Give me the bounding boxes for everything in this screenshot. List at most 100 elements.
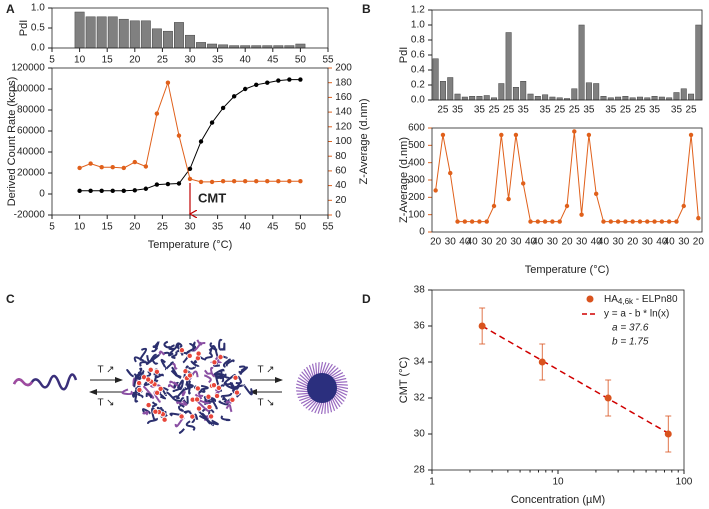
particle	[161, 416, 168, 423]
bar	[96, 16, 107, 49]
polymer-chain	[185, 410, 194, 417]
y-tick-label: 120	[335, 121, 352, 132]
marker	[433, 188, 438, 193]
polymer-chain	[159, 395, 167, 400]
polymer-chain	[204, 369, 212, 375]
bar	[469, 96, 476, 101]
x-tick-label: 40	[664, 237, 676, 248]
corona-chain	[317, 362, 320, 375]
corona-chain	[326, 365, 336, 376]
polymer-chain	[171, 362, 178, 370]
polymer-chain	[139, 347, 148, 361]
x-tick-label: 25	[157, 55, 169, 66]
particle	[189, 413, 196, 420]
marker	[491, 203, 497, 209]
marker	[593, 191, 599, 197]
particle	[195, 350, 202, 357]
polymer-chain	[201, 412, 207, 419]
marker	[674, 219, 679, 224]
marker	[506, 196, 511, 202]
polymer-chain	[176, 400, 188, 406]
particle	[147, 366, 154, 373]
bar	[658, 96, 665, 101]
marker	[287, 178, 292, 184]
x-tick-label: 55	[322, 222, 334, 233]
y-tick-label: 20000	[17, 168, 45, 179]
corona-chain	[296, 383, 309, 389]
corona-chain	[306, 366, 313, 379]
polymer-chain	[163, 340, 171, 349]
y-tick-label: 120000	[11, 63, 45, 74]
x-tick-label: 35	[583, 105, 595, 116]
corona-chain	[335, 387, 348, 393]
corona-chain	[317, 401, 323, 414]
bar	[695, 24, 702, 101]
polymer-chain	[243, 384, 253, 396]
x-tick-label: 30	[642, 237, 654, 248]
polymer-chain	[164, 361, 174, 371]
bar	[129, 20, 140, 49]
corona-chain	[321, 362, 327, 375]
particle	[194, 396, 201, 403]
bar	[673, 92, 680, 101]
corona-chain	[334, 381, 348, 384]
bar	[585, 82, 592, 101]
polymer-chain	[225, 359, 235, 367]
x-tick-label: 40	[525, 237, 537, 248]
y-tick-label: 180	[335, 77, 352, 88]
marker	[440, 132, 446, 138]
polymer-chain	[218, 338, 224, 351]
particle	[186, 372, 193, 379]
polymer-chain	[188, 384, 192, 395]
y-tick-label: 34	[414, 357, 426, 368]
point	[478, 322, 486, 330]
marker	[681, 203, 686, 209]
corona-chain	[303, 368, 312, 380]
corona-chain	[302, 398, 314, 407]
particle	[208, 413, 215, 420]
y-tick-label: 100	[408, 209, 425, 220]
corona-chain	[335, 389, 348, 396]
x-tick-label: 25	[503, 105, 515, 116]
polymer-chain	[188, 366, 196, 370]
particle	[217, 354, 224, 361]
x-tick-label: 40	[598, 237, 610, 248]
arrow-label: T ↘	[97, 398, 114, 409]
marker	[254, 82, 259, 88]
y-tick-label: 0	[39, 189, 45, 200]
polymer-chain	[178, 405, 184, 412]
y-tick-label: 38	[414, 285, 426, 296]
polymer-chain	[176, 379, 184, 391]
x-tick-label: 35	[212, 222, 224, 233]
polymer-chain	[158, 350, 166, 356]
bar	[571, 88, 578, 101]
y-tick-label: 100	[335, 136, 352, 147]
marker	[645, 219, 650, 224]
polymer-chain	[208, 347, 213, 354]
y-tick-label: 600	[408, 123, 425, 134]
marker	[572, 129, 577, 134]
y-tick-label: 1.0	[411, 20, 425, 31]
x-tick-label: 20	[693, 237, 705, 248]
polymer-chain	[213, 368, 225, 376]
bar	[207, 43, 218, 49]
x-tick-label: 25	[488, 105, 500, 116]
x-tick-label: 25	[569, 105, 581, 116]
corona-chain	[320, 401, 325, 415]
polymer-chain	[179, 397, 185, 403]
marker	[187, 176, 193, 182]
arrow-label: T ↗	[257, 365, 274, 376]
corona-chain	[329, 398, 336, 411]
diagram: T ↗ T ↘ T ↗ T ↘	[12, 338, 349, 434]
marker	[528, 219, 533, 224]
corona-chain	[300, 397, 313, 404]
bar	[680, 88, 687, 101]
x-tick-label: 25	[620, 105, 632, 116]
x-tick-label: 5	[49, 55, 55, 66]
x-tick-label: 55	[322, 55, 334, 66]
y-tick-label: -20000	[14, 210, 46, 221]
polymer-chain	[137, 392, 144, 399]
x-tick-label: 40	[240, 222, 252, 233]
particle	[210, 382, 217, 389]
legend-marker	[586, 295, 594, 303]
